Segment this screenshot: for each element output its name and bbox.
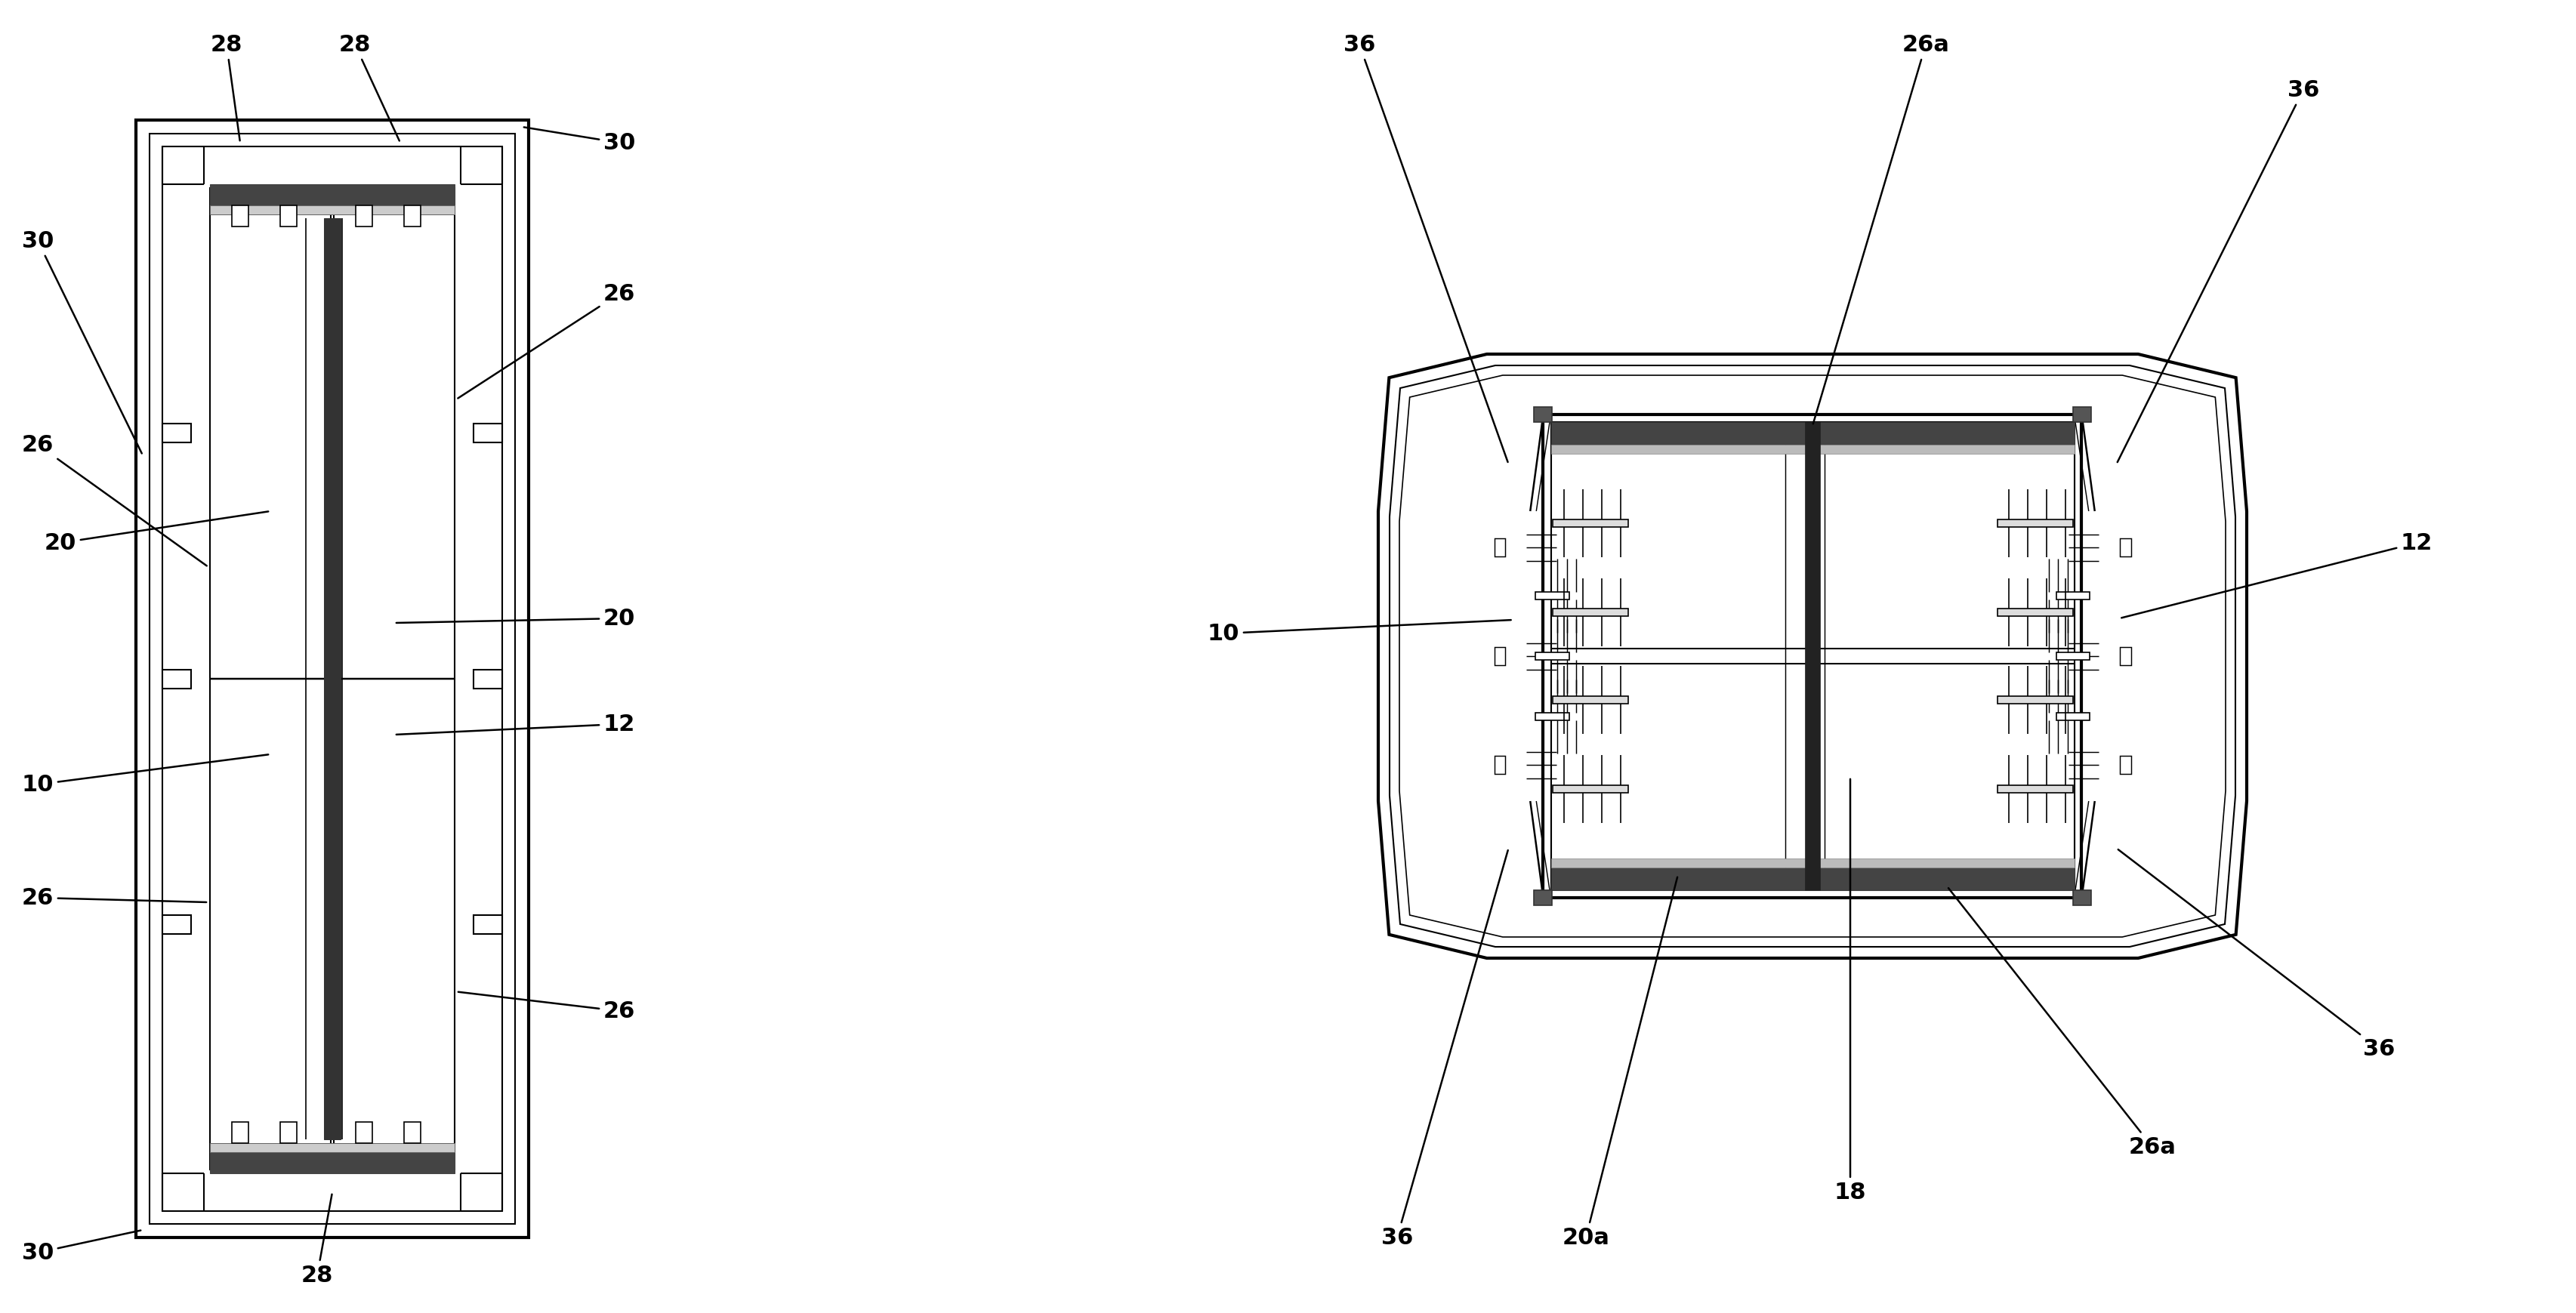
Bar [1551, 868, 2074, 890]
Bar [404, 205, 420, 227]
Bar [355, 1123, 374, 1144]
Bar [404, 1123, 420, 1144]
Bar [355, 205, 374, 227]
Bar [1996, 609, 2074, 616]
Bar [211, 188, 330, 1170]
Bar [162, 147, 502, 1211]
Bar [1494, 538, 1504, 557]
Bar [325, 218, 340, 1140]
Bar [137, 119, 528, 1237]
Bar [2120, 538, 2130, 557]
Text: 10: 10 [21, 755, 268, 796]
Text: 30: 30 [523, 127, 636, 154]
Bar [232, 1123, 247, 1144]
Text: 26: 26 [459, 282, 636, 398]
Bar [1551, 421, 2074, 445]
Bar [162, 424, 191, 442]
Bar [1996, 696, 2074, 704]
Bar [1551, 859, 2074, 868]
Polygon shape [1378, 355, 2246, 958]
Text: 36: 36 [1381, 851, 1507, 1249]
Bar [1535, 407, 1553, 421]
Text: 10: 10 [1208, 620, 1512, 645]
Bar [162, 670, 191, 688]
Bar [335, 188, 453, 1170]
Text: 36: 36 [2117, 850, 2396, 1060]
Bar [162, 915, 191, 934]
Text: 26: 26 [21, 886, 206, 909]
Bar [1551, 445, 2074, 454]
Bar [474, 424, 502, 442]
Bar [1553, 520, 1628, 527]
Text: 20a: 20a [1561, 877, 1677, 1249]
Bar [1553, 785, 1628, 793]
Text: 26: 26 [459, 991, 636, 1022]
Bar [1535, 592, 1569, 600]
Bar [2074, 890, 2092, 905]
Bar [2056, 653, 2089, 660]
Bar [2120, 756, 2130, 773]
Bar [149, 134, 515, 1224]
Text: 26: 26 [21, 433, 206, 566]
Bar [1494, 647, 1504, 666]
Bar [211, 1153, 453, 1174]
Text: 36: 36 [1342, 34, 1507, 462]
Bar [281, 205, 296, 227]
Bar [232, 205, 247, 227]
Bar [211, 1144, 453, 1153]
Bar [1553, 696, 1628, 704]
Bar [1806, 421, 1821, 890]
Bar [1996, 785, 2074, 793]
Bar [1551, 663, 2074, 882]
Bar [1535, 653, 1569, 660]
Text: 12: 12 [2123, 532, 2432, 618]
Text: 20: 20 [44, 512, 268, 554]
Bar [1551, 421, 2074, 890]
Bar [2056, 713, 2089, 721]
Bar [211, 205, 453, 214]
Text: 28: 28 [211, 34, 242, 140]
Text: 30: 30 [21, 230, 142, 453]
Text: 20: 20 [397, 608, 636, 629]
Text: 26a: 26a [1814, 34, 1950, 424]
Bar [474, 670, 502, 688]
Text: 30: 30 [21, 1230, 142, 1263]
Text: 28: 28 [301, 1195, 332, 1287]
Text: 28: 28 [340, 34, 399, 140]
Bar [1551, 429, 2074, 649]
Bar [1494, 756, 1504, 773]
Text: 18: 18 [1834, 779, 1865, 1203]
Bar [1535, 890, 1553, 905]
Text: 12: 12 [397, 713, 636, 735]
Text: 36: 36 [2117, 79, 2318, 462]
Bar [2074, 407, 2092, 421]
Bar [474, 915, 502, 934]
Bar [2120, 647, 2130, 666]
Text: 26a: 26a [1947, 888, 2177, 1158]
Bar [281, 1123, 296, 1144]
Bar [1553, 609, 1628, 616]
Bar [1535, 713, 1569, 721]
Bar [2056, 592, 2089, 600]
Bar [211, 184, 453, 205]
Bar [1996, 520, 2074, 527]
Bar [1543, 415, 2081, 898]
